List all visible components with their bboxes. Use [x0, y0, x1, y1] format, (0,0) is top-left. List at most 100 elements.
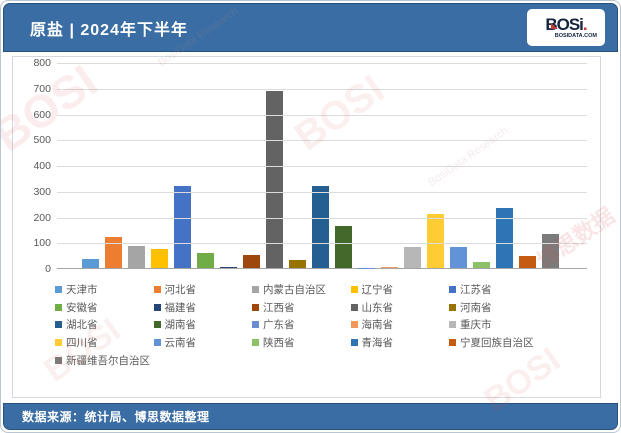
- gridline: [57, 166, 587, 167]
- legend-swatch-icon: [252, 286, 259, 294]
- y-axis-tick-label: 700: [33, 82, 51, 95]
- bar-云南省: [450, 247, 467, 268]
- legend-item-青海省: 青海省: [350, 335, 450, 350]
- legend-swatch-icon: [153, 303, 161, 311]
- legend-swatch-icon: [55, 356, 62, 364]
- legend-item-陕西省: 陕西省: [252, 335, 351, 350]
- gridline: [57, 191, 587, 193]
- legend-swatch-icon: [55, 339, 62, 347]
- legend-item-四川省: 四川省: [55, 335, 154, 350]
- legend-swatch-icon: [252, 303, 259, 311]
- legend-item-宁夏回族自治区: 宁夏回族自治区: [449, 335, 548, 350]
- legend-label: 江苏省: [460, 284, 492, 297]
- gridline: [57, 88, 587, 90]
- legend-item-新疆维吾尔自治区: 新疆维吾尔自治区: [55, 353, 154, 368]
- bar-新疆维吾尔自治区: [542, 233, 559, 268]
- legend-swatch-icon: [449, 286, 456, 294]
- data-source-text: 数据来源：统计局、博思数据整理: [22, 410, 210, 424]
- chart-area: 0 100 200 300 400 500 600 700 800 天津市 河北省 内蒙古自治区 辽宁…: [12, 56, 601, 398]
- bar-内蒙古自治区: [128, 246, 145, 268]
- legend-item-内蒙古自治区: 内蒙古自治区: [252, 282, 351, 297]
- bar-重庆市: [404, 247, 421, 268]
- legend-swatch-icon: [252, 321, 259, 329]
- bar-天津市: [82, 259, 99, 268]
- bar-湖南省: [335, 225, 352, 268]
- legend-item-河南省: 河南省: [449, 300, 548, 315]
- y-axis-tick-label: 100: [33, 237, 51, 250]
- legend-item-山东省: 山东省: [350, 300, 450, 315]
- bar-江西省: [243, 255, 260, 268]
- legend-label: 重庆市: [460, 319, 492, 332]
- y-axis-tick-label: 400: [33, 160, 51, 172]
- legend-swatch-icon: [350, 321, 358, 329]
- bosi-logo-text: BOSi.: [545, 14, 587, 34]
- legend-swatch-icon: [449, 339, 456, 347]
- legend-swatch-icon: [153, 286, 161, 294]
- legend-swatch-icon: [153, 339, 161, 347]
- legend-label: 江西省: [263, 301, 295, 314]
- legend-label: 天津市: [66, 284, 98, 297]
- bar-湖北省: [312, 185, 329, 268]
- legend-item-安徽省: 安徽省: [55, 300, 154, 315]
- header-bar: 原盐 | 2024年下半年 BOSi. BOSIDATA.COM: [3, 3, 618, 52]
- bosi-logo: BOSi. BOSIDATA.COM: [527, 9, 605, 46]
- legend: 天津市 河北省 内蒙古自治区 辽宁省 江苏省安徽省 福建省 江西省 山东省 河南省湖北省 湖南省 广…: [55, 281, 575, 369]
- bosi-logo-domain: BOSIDATA.COM: [554, 32, 597, 39]
- legend-label: 河南省: [460, 301, 492, 314]
- legend-label: 新疆维吾尔自治区: [66, 354, 150, 367]
- legend-item-辽宁省: 辽宁省: [350, 282, 450, 297]
- bars-group: [82, 63, 559, 268]
- legend-swatch-icon: [350, 286, 358, 294]
- bar-宁夏回族自治区: [519, 255, 536, 268]
- legend-swatch-icon: [55, 321, 62, 329]
- legend-label: 辽宁省: [361, 284, 394, 297]
- legend-item-重庆市: 重庆市: [449, 317, 548, 332]
- legend-item-江苏省: 江苏省: [449, 282, 548, 297]
- legend-label: 海南省: [361, 319, 394, 332]
- gridline: [57, 140, 587, 142]
- y-axis-tick-label: 500: [33, 134, 51, 147]
- legend-swatch-icon: [350, 303, 358, 311]
- legend-label: 河北省: [164, 284, 197, 297]
- legend-swatch-icon: [350, 339, 358, 347]
- legend-label: 福建省: [164, 301, 197, 314]
- gridline: [57, 243, 587, 245]
- legend-swatch-icon: [55, 286, 62, 294]
- gridline: [57, 114, 587, 116]
- bar-安徽省: [197, 253, 214, 268]
- legend-label: 宁夏回族自治区: [460, 337, 534, 350]
- y-axis-tick-label: 300: [33, 185, 51, 198]
- logo-accent-icon: [551, 22, 559, 29]
- legend-swatch-icon: [449, 303, 456, 311]
- bar-青海省: [496, 207, 513, 268]
- legend-item-湖北省: 湖北省: [55, 317, 154, 332]
- y-axis-tick-label: 200: [33, 211, 51, 224]
- legend-item-云南省: 云南省: [153, 335, 253, 350]
- legend-swatch-icon: [55, 303, 62, 311]
- legend-label: 山东省: [361, 301, 394, 314]
- bar-陕西省: [473, 261, 490, 268]
- bar-福建省: [220, 267, 237, 268]
- gridline: [57, 217, 587, 219]
- legend-label: 湖南省: [164, 319, 197, 332]
- gridline: [57, 63, 587, 64]
- y-axis-tick-label: 600: [33, 108, 51, 121]
- legend-swatch-icon: [449, 321, 456, 329]
- legend-item-湖南省: 湖南省: [153, 317, 253, 332]
- legend-swatch-icon: [252, 339, 259, 347]
- y-axis-tick-label: 0: [45, 263, 51, 275]
- footer-bar: 数据来源：统计局、博思数据整理: [3, 403, 618, 430]
- legend-item-福建省: 福建省: [153, 300, 253, 315]
- bar-河北省: [105, 237, 122, 268]
- bar-河南省: [289, 260, 306, 268]
- legend-label: 安徽省: [66, 301, 98, 314]
- legend-label: 湖北省: [66, 319, 98, 332]
- legend-label: 云南省: [164, 337, 197, 350]
- bar-海南省: [381, 267, 398, 268]
- legend-label: 青海省: [361, 337, 394, 350]
- bar-山东省: [266, 90, 283, 268]
- legend-item-广东省: 广东省: [252, 317, 351, 332]
- y-axis-tick-label: 800: [33, 57, 51, 69]
- page-title: 原盐 | 2024年下半年: [30, 21, 188, 39]
